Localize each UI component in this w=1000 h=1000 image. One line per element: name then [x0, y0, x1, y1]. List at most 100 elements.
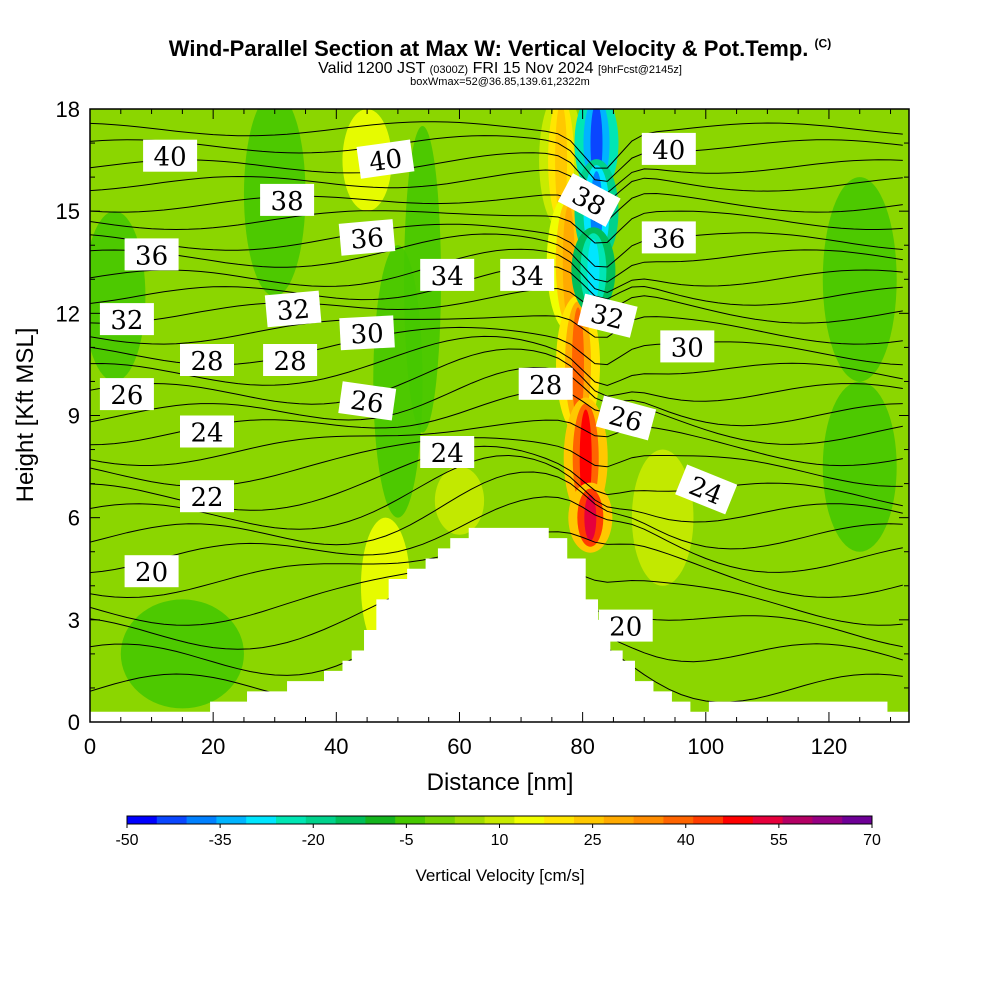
- colorbar-tick-label: -35: [209, 832, 232, 849]
- theta-contour-line: [90, 419, 903, 467]
- y-tick-label: 0: [68, 710, 80, 735]
- colorbar-swatch: [365, 816, 396, 824]
- contour-label: 28: [263, 344, 318, 377]
- theta-contour-line: [90, 496, 903, 574]
- y-tick-label: 6: [68, 506, 80, 531]
- contour-label-text: 40: [154, 143, 187, 173]
- contour-label-box: [641, 132, 696, 165]
- colorbar-swatch: [752, 816, 784, 824]
- contour-label-box: [124, 555, 179, 588]
- contour-label: 30: [339, 315, 395, 351]
- updraft-downdraft-layer: [539, 109, 619, 553]
- contour-label: 20: [598, 609, 653, 643]
- contour-label-text: 24: [431, 439, 464, 469]
- contour-label-box: [124, 238, 179, 271]
- y-tick-label: 3: [68, 608, 80, 633]
- contour-label-box: [260, 183, 315, 216]
- theta-contour-line: [90, 121, 903, 169]
- theta-contour-line: [90, 152, 903, 194]
- contour-label-box: [338, 381, 397, 421]
- colorbar-swatch: [276, 816, 307, 824]
- colorbar-swatch: [246, 816, 277, 824]
- copyright-mark: (C): [814, 36, 832, 51]
- contour-label-text: 30: [350, 319, 385, 351]
- colorbar-swatch: [693, 816, 724, 824]
- x-tick-label: 60: [447, 734, 471, 759]
- contour-label: 32: [99, 303, 154, 336]
- contour-label-box: [598, 609, 653, 642]
- colorbar-tick-label: 10: [491, 832, 509, 849]
- contour-label: 24: [420, 436, 475, 469]
- chart-title: Wind-Parallel Section at Max W: Vertical…: [168, 36, 832, 61]
- theta-contour-line: [90, 315, 903, 345]
- x-tick-label: 120: [811, 734, 848, 759]
- contour-label-box: [264, 290, 322, 328]
- contour-label: 22: [180, 480, 234, 513]
- contour-label-box: [557, 173, 621, 227]
- contour-label-text: 32: [110, 306, 143, 336]
- colorbar-tick-label: -50: [115, 832, 138, 849]
- contour-label-box: [577, 293, 638, 338]
- contour-label: 32: [264, 290, 322, 328]
- contour-label-box: [641, 221, 696, 254]
- contour-label: 30: [660, 330, 715, 363]
- contour-label-box: [595, 395, 657, 441]
- contour-label-box: [420, 436, 475, 468]
- colorbar-swatch: [723, 816, 754, 824]
- colorbar-swatch: [574, 816, 605, 824]
- contour-label: 40: [356, 139, 415, 179]
- contour-label-text: 32: [275, 295, 311, 328]
- x-tick-label: 0: [84, 734, 96, 759]
- theta-contour-line: [90, 335, 903, 387]
- updraft-band-core: [584, 494, 597, 541]
- contour-label-text: 30: [671, 333, 704, 363]
- contour-label-text: 36: [135, 241, 168, 271]
- contour-label-text: 28: [274, 347, 307, 377]
- contour-label-text: 36: [652, 224, 685, 254]
- colorbar-swatch: [335, 816, 366, 824]
- contour-label-box: [518, 367, 573, 400]
- contour-label-text: 34: [431, 262, 464, 292]
- velocity-cell: [822, 177, 897, 382]
- contour-label: 24: [180, 415, 234, 449]
- colorbar-swatch: [663, 816, 694, 824]
- plot-field: [90, 109, 909, 722]
- y-axis-title: Height [Kft MSL]: [12, 328, 39, 503]
- theta-contour-line: [90, 169, 903, 203]
- colorbar-swatch: [842, 816, 873, 824]
- contour-label: 28: [518, 367, 573, 401]
- contour-label: 26: [99, 378, 154, 411]
- contour-label-box: [338, 219, 396, 256]
- updraft-band-core: [579, 409, 592, 507]
- valid-utc: (0300Z): [429, 64, 469, 76]
- colorbar-swatch: [395, 816, 426, 824]
- contour-label-text: 20: [135, 558, 168, 588]
- y-tick-label: 18: [56, 97, 80, 122]
- contour-label: 26: [595, 395, 657, 441]
- contour-label-text: 20: [609, 613, 642, 643]
- contour-label-box: [99, 303, 154, 336]
- colorbar-swatch: [305, 816, 337, 824]
- contour-label: 34: [420, 258, 475, 292]
- theta-contour-line: [90, 135, 903, 182]
- colorbar-swatch: [812, 816, 843, 824]
- colorbar-tick-label: -5: [399, 832, 413, 849]
- contour-label: 36: [641, 221, 696, 254]
- x-tick-label: 20: [201, 734, 225, 759]
- x-tick-label: 40: [324, 734, 348, 759]
- contour-label-text: 22: [190, 483, 223, 513]
- contour-label: 26: [338, 381, 397, 421]
- contour-label-box: [143, 139, 198, 172]
- forecast-info: [9hrFcst@2145z]: [597, 64, 682, 76]
- colorbar: -50 -35 -20 -5 10 25 40 55 70: [115, 815, 881, 849]
- contour-label-text: 36: [349, 223, 385, 256]
- contour-label-box: [500, 258, 555, 291]
- theta-contour-line: [90, 210, 903, 244]
- contour-label-text: 28: [190, 347, 223, 377]
- velocity-cell: [822, 381, 897, 552]
- contour-label-text: 38: [271, 187, 304, 217]
- y-tick-label: 15: [56, 199, 80, 224]
